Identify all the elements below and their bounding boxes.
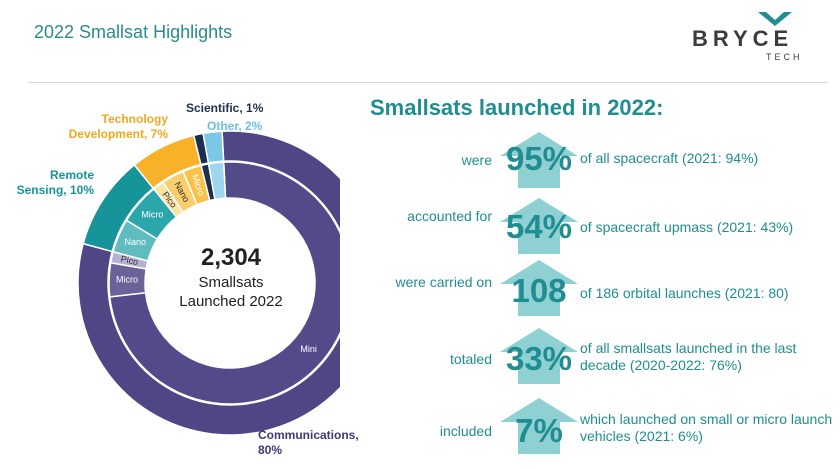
label-scientific: Scientific, 1%: [186, 101, 264, 115]
up-arrow-icon: [500, 260, 578, 316]
inner-ring-label-4: Micro: [141, 210, 163, 220]
stat-description: of all smallsats launched in the last de…: [580, 340, 797, 373]
inner-ring-label-2: Pico: [120, 254, 139, 268]
stat-verb: accounted for: [407, 208, 492, 224]
inner-slice-9: [207, 161, 227, 201]
stat-value: 54%: [505, 208, 573, 245]
inner-ring: [108, 161, 340, 405]
stats-headline: Smallsats launched in 2022:: [370, 95, 664, 120]
up-arrow-icon: [500, 398, 578, 454]
label-communications: Communications, 80%: [258, 428, 359, 457]
stat-value: 108: [511, 272, 567, 309]
stat-row: totaled 33% of all smallsats launched in…: [380, 326, 840, 388]
stat-row: accounted for 54% of spacecraft upmass (…: [380, 196, 840, 258]
label-other: Other, 2%: [207, 119, 263, 133]
stat-verb: totaled: [449, 351, 492, 367]
donut-center-count: 2,304: [200, 244, 262, 271]
logo-subtext: TECH: [766, 52, 803, 62]
donut-center-text: Smallsats Launched 2022: [156, 273, 306, 311]
stat-verb: were carried on: [395, 274, 493, 290]
stat-verb: were: [461, 152, 492, 168]
logo-wordmark: BRYCE: [692, 26, 794, 51]
stat-value: 33%: [505, 340, 573, 377]
stat-description: of 186 orbital launches (2021: 80): [580, 285, 789, 301]
stat-description: of all spacecraft (2021: 94%): [580, 150, 759, 166]
stat-description: of spacecraft upmass (2021: 43%): [580, 219, 794, 235]
inner-ring-label-0: Mini: [300, 344, 317, 354]
up-arrow-icon: [500, 198, 578, 254]
stat-row: included 7% which launched on small or m…: [380, 396, 840, 458]
up-arrow-icon: [500, 132, 578, 188]
stat-row: were 95% of all spacecraft (2021: 94%): [380, 130, 840, 192]
stat-value: 95%: [505, 140, 573, 177]
inner-slice-0: [108, 161, 340, 405]
donut-center-line1: Smallsats: [198, 274, 264, 291]
outer-slice-4: [202, 130, 225, 164]
stat-value: 7%: [515, 412, 563, 449]
stat-verb: included: [439, 423, 492, 439]
donut-center-line2: Launched 2022: [179, 293, 283, 310]
page-title: 2022 Smallsat Highlights: [34, 22, 233, 42]
label-remote-sensing: Remote Sensing, 10%: [16, 168, 94, 197]
outer-ring: [77, 130, 340, 436]
inner-ring-label-1: Micro: [116, 275, 138, 285]
outer-slice-0: [77, 130, 340, 436]
inner-ring-label-3: Nano: [125, 237, 147, 247]
header-divider: [28, 82, 828, 83]
up-arrow-icon: [500, 328, 578, 384]
logo-chevron-icon: [758, 12, 792, 26]
stat-description: which launched on small or micro launch …: [580, 411, 833, 444]
stat-row: were carried on 108 of 186 orbital launc…: [380, 258, 840, 320]
brycetech-logo: BRYCE TECH: [692, 10, 832, 62]
label-technology: Technology Development, 7%: [68, 112, 168, 141]
